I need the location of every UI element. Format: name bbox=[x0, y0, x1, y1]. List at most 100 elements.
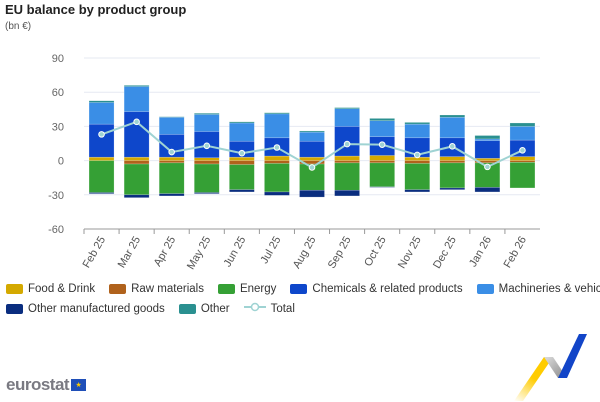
bar-segment-raw-materials bbox=[334, 160, 360, 164]
bar-segment-energy bbox=[88, 160, 115, 193]
bar-segment-food-drink bbox=[264, 155, 290, 161]
bar-segment-machineries-vehicles bbox=[194, 114, 220, 132]
legend-label: Machineries & vehicles bbox=[498, 283, 600, 295]
bar-segment-other bbox=[88, 100, 115, 103]
bar-segment-food-drink bbox=[474, 158, 501, 161]
bar-segment-food-drink bbox=[88, 156, 115, 161]
x-tick-label: Jul 25 bbox=[258, 235, 283, 266]
bar-segment-food-drink bbox=[123, 156, 150, 161]
bar-segment-chemicals-related-products bbox=[299, 140, 325, 158]
bar-segment-machineries-vehicles bbox=[404, 123, 430, 139]
legend-label: Energy bbox=[239, 283, 277, 295]
bar-segment-food-drink bbox=[194, 157, 220, 161]
total-point bbox=[273, 144, 281, 151]
bar-segment-raw-materials bbox=[369, 160, 395, 164]
bar-segment-raw-materials bbox=[194, 160, 220, 165]
legend-item[interactable]: Energy bbox=[217, 283, 277, 295]
bar-segment-energy bbox=[158, 162, 185, 194]
bar-segment-energy bbox=[123, 163, 150, 196]
bar-segment-other bbox=[264, 112, 290, 115]
bar-segment-other-manufactured-goods bbox=[194, 192, 220, 194]
legend-item[interactable]: Chemicals & related products bbox=[290, 283, 463, 295]
bar-segment-chemicals-related-products bbox=[123, 111, 150, 158]
x-tick-label: Jan 26 bbox=[467, 235, 494, 270]
total-point bbox=[519, 147, 526, 154]
total-point bbox=[413, 151, 421, 159]
bar-segment-food-drink bbox=[299, 156, 325, 161]
y-tick-label: -30 bbox=[48, 190, 64, 202]
bar-segment-machineries-vehicles bbox=[88, 102, 115, 125]
legend-swatch bbox=[6, 284, 23, 294]
legend-label: Other bbox=[200, 302, 230, 315]
total-point bbox=[133, 118, 140, 126]
y-axis-unit: (bn €) bbox=[5, 21, 32, 32]
total-point bbox=[449, 143, 456, 150]
bar-segment-other-manufactured-goods bbox=[123, 194, 150, 198]
bar-segment-other bbox=[369, 118, 395, 121]
bar-segment-other bbox=[194, 113, 220, 115]
bar-segment-other bbox=[334, 107, 360, 109]
bar-segment-energy bbox=[439, 162, 466, 189]
bar-segment-energy bbox=[194, 163, 220, 193]
bar-segment-other bbox=[509, 122, 536, 127]
total-point bbox=[203, 142, 211, 150]
bar-segment-other-manufactured-goods bbox=[299, 189, 325, 198]
bar-segment-other-manufactured-goods bbox=[264, 191, 290, 196]
legend-item[interactable]: Other bbox=[178, 302, 230, 315]
bar-segment-raw-materials bbox=[123, 160, 150, 165]
total-point bbox=[378, 141, 386, 148]
bar-segment-food-drink bbox=[509, 156, 536, 161]
legend-item[interactable]: Other manufactured goods bbox=[6, 302, 165, 315]
x-tick-label: Aug 25 bbox=[291, 235, 319, 271]
y-tick-label: 60 bbox=[52, 87, 64, 99]
bar-segment-other-manufactured-goods bbox=[474, 187, 501, 193]
bar-segment-food-drink bbox=[334, 155, 360, 161]
legend-label: Raw materials bbox=[131, 283, 204, 295]
bar-segment-machineries-vehicles bbox=[229, 122, 255, 142]
chart-plot: 90 60 30 0 -30 -60 Feb 25 Mar 25 Apr 25 May 25 Jun… bbox=[48, 53, 540, 272]
y-tick-label: -60 bbox=[48, 224, 64, 236]
legend-swatch bbox=[290, 284, 308, 294]
total-point bbox=[168, 148, 175, 156]
legend-item[interactable]: Raw materials bbox=[109, 283, 204, 295]
bar-segment-machineries-vehicles bbox=[299, 131, 325, 142]
y-tick-label: 30 bbox=[52, 121, 64, 133]
bar-segment-food-drink bbox=[229, 156, 255, 161]
total-point bbox=[343, 140, 351, 148]
bar-segment-machineries-vehicles bbox=[264, 113, 290, 139]
x-tick-label: Nov 25 bbox=[396, 235, 424, 271]
legend-item[interactable]: Total bbox=[243, 302, 295, 315]
bar-segment-raw-materials bbox=[439, 160, 466, 164]
bar-segment-machineries-vehicles bbox=[474, 138, 501, 141]
bar-segment-other-manufactured-goods bbox=[369, 186, 395, 188]
legend-swatch bbox=[217, 284, 235, 294]
legend: Food & Drink Raw materials Energy Chemicals… bbox=[6, 283, 600, 322]
legend-line-marker-icon bbox=[243, 302, 266, 315]
legend-label: Total bbox=[270, 302, 295, 315]
total-point bbox=[484, 163, 491, 171]
x-tick-label: Dec 25 bbox=[431, 235, 459, 271]
bar-segment-machineries-vehicles bbox=[158, 117, 185, 135]
legend-item[interactable]: Food & Drink bbox=[6, 283, 95, 295]
bar-segment-chemicals-related-products bbox=[88, 123, 115, 158]
x-tick-label: Feb 25 bbox=[81, 235, 109, 271]
bar-segment-other bbox=[474, 135, 501, 140]
bar-segment-raw-materials bbox=[229, 160, 255, 165]
bar-segment-energy bbox=[229, 164, 255, 190]
legend-item[interactable]: Machineries & vehicles bbox=[476, 283, 600, 295]
bar-segment-machineries-vehicles bbox=[509, 126, 536, 141]
decorative-ribbon-graphic bbox=[514, 334, 587, 401]
total-point bbox=[238, 149, 246, 157]
legend-label: Other manufactured goods bbox=[28, 302, 165, 315]
eurostat-logo: eurostat ★ bbox=[6, 375, 87, 395]
bar-segment-other bbox=[439, 114, 466, 118]
logo-text: eurostat bbox=[6, 375, 70, 394]
bar-segment-raw-materials bbox=[158, 160, 185, 164]
x-tick-label: Mar 25 bbox=[116, 235, 144, 271]
bar-segment-other-manufactured-goods bbox=[334, 189, 360, 197]
bar-segment-energy bbox=[264, 163, 290, 193]
chart-title: EU balance by product group bbox=[5, 2, 187, 17]
bar-segment-chemicals-related-products bbox=[474, 140, 501, 159]
legend-row: Food & Drink Raw materials Energy Chemicals… bbox=[6, 283, 600, 295]
bar-segment-raw-materials bbox=[404, 160, 430, 164]
